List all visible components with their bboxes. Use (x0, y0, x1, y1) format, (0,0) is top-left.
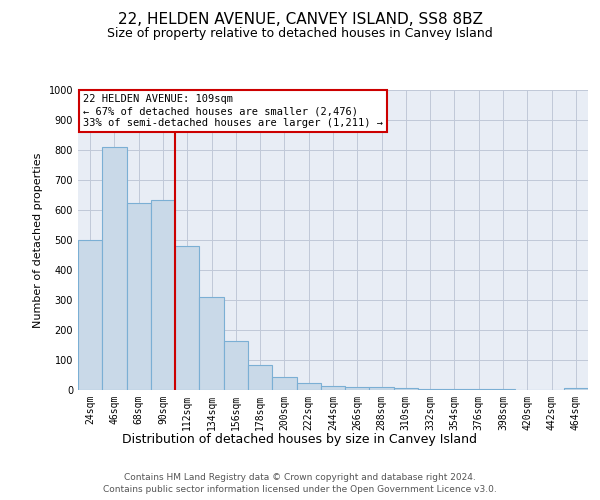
Bar (345, 387, 370, 390)
Bar (564, 388, 588, 390)
Text: Contains public sector information licensed under the Open Government Licence v3: Contains public sector information licen… (103, 485, 497, 494)
Bar (272, 376, 296, 390)
Text: 22, HELDEN AVENUE, CANVEY ISLAND, SS8 8BZ: 22, HELDEN AVENUE, CANVEY ISLAND, SS8 8B… (118, 12, 482, 28)
Bar (248, 366, 272, 390)
Bar (296, 383, 321, 390)
Bar (467, 389, 491, 390)
Text: 22 HELDEN AVENUE: 109sqm
← 67% of detached houses are smaller (2,476)
33% of sem: 22 HELDEN AVENUE: 109sqm ← 67% of detach… (83, 94, 383, 128)
Bar (394, 388, 418, 390)
Bar (127, 202, 151, 390)
Text: Size of property relative to detached houses in Canvey Island: Size of property relative to detached ho… (107, 28, 493, 40)
Bar (199, 297, 224, 390)
Y-axis label: Number of detached properties: Number of detached properties (33, 152, 43, 328)
Bar (102, 147, 127, 390)
Bar (321, 386, 345, 390)
Bar (224, 341, 248, 390)
Bar (370, 387, 394, 390)
Text: Contains HM Land Registry data © Crown copyright and database right 2024.: Contains HM Land Registry data © Crown c… (124, 472, 476, 482)
Bar (442, 388, 467, 390)
Text: Distribution of detached houses by size in Canvey Island: Distribution of detached houses by size … (122, 432, 478, 446)
Bar (151, 200, 175, 390)
Bar (78, 240, 102, 390)
Bar (175, 246, 199, 390)
Bar (418, 389, 442, 390)
